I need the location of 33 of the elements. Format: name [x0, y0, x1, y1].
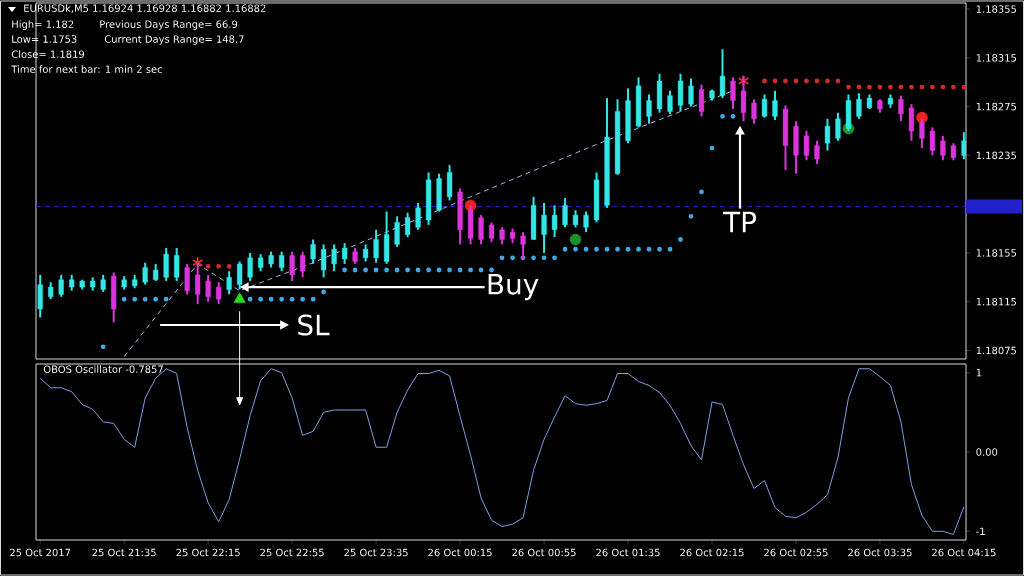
x-tick-label: 25 Oct 22:15 — [176, 548, 240, 557]
x-tick-label: 26 Oct 02:55 — [764, 548, 828, 557]
annotation: Previous Days Range= 66.9 — [100, 20, 238, 30]
y-tick-label: 1.18355 — [976, 5, 1017, 13]
annotation: Close= 1.1819 — [11, 50, 85, 58]
x-tick-label: 26 Oct 00:15 — [428, 548, 492, 557]
x-tick-label: 26 Oct 02:15 — [680, 548, 744, 557]
x-tick-label: 25 Oct 21:35 — [92, 548, 156, 557]
y-tick-label: 1.18115 — [976, 297, 1017, 306]
x-tick-label: 26 Oct 00:55 — [512, 548, 576, 557]
x-tick-label: 25 Oct 22:55 — [260, 548, 324, 557]
annotation: Buy — [488, 274, 539, 301]
y-tick-label: -1 — [976, 527, 985, 535]
y-tick-label: 1 — [976, 369, 982, 377]
y-tick-label: 0.00 — [976, 448, 998, 456]
x-tick-label: 26 Oct 01:35 — [596, 548, 660, 557]
x-tick-label: 26 Oct 04:15 — [932, 548, 996, 557]
y-tick-label: 1.18315 — [976, 54, 1017, 62]
y-tick-label: 1.18235 — [976, 151, 1017, 160]
y-tick-label: 1.18155 — [976, 249, 1017, 257]
annotation: Time for next bar: 1 min 2 sec — [11, 65, 162, 73]
y-tick-label: 1.18275 — [976, 102, 1017, 111]
x-tick-label: 26 Oct 03:35 — [848, 548, 912, 557]
chart-title: OBOS Oscillator -0.7857 — [43, 365, 163, 373]
annotation: Low= 1.1753 — [12, 35, 77, 43]
x-tick-label: 25 Oct 23:35 — [344, 548, 408, 557]
annotation: EURUSDk,M5 1.16924 1.16928 1.16882 1.16882 — [24, 4, 266, 13]
annotation: Current Days Range= 148.7 — [104, 35, 244, 45]
x-tick-label: 25 Oct 2017 — [10, 548, 71, 557]
annotation: TP — [723, 211, 756, 233]
annotation: SL — [298, 314, 330, 336]
y-tick-label: 1.18075 — [976, 346, 1017, 355]
annotation: High= 1.182 — [12, 20, 74, 30]
